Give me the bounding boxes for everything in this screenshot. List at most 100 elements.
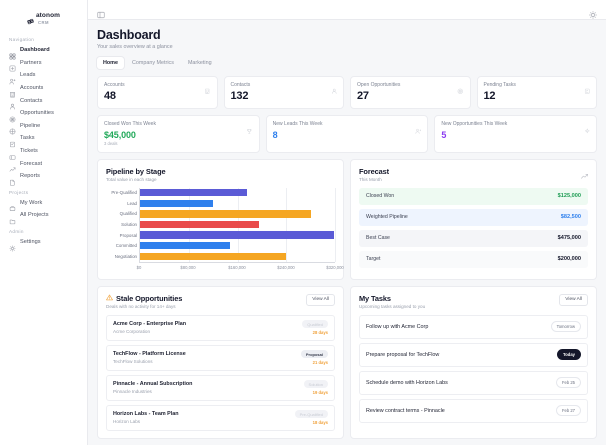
page-subtitle: Your sales overview at a glance xyxy=(97,43,173,50)
kpi-card-open-opportunities[interactable]: Open Opportunities 27 xyxy=(350,75,471,109)
page-content: Dashboard Your sales overview at a glanc… xyxy=(88,20,606,445)
sun-icon[interactable] xyxy=(589,6,597,19)
task-item[interactable]: Follow up with Acme Corp Tomorrow xyxy=(359,314,588,339)
forecast-title: Forecast xyxy=(359,166,390,176)
sidebar-item-tasks[interactable]: Tasks xyxy=(0,132,87,148)
forecast-row-closed-won: Closed Won $125,000 xyxy=(359,187,588,205)
kpi-card-accounts[interactable]: Accounts 48 xyxy=(97,75,218,109)
sidebar-item-pipeline[interactable]: Pipeline xyxy=(0,120,87,135)
task-item[interactable]: Prepare proposal for TechFlow Today xyxy=(359,342,588,367)
sidebar-item-leads[interactable]: Leads xyxy=(0,69,87,85)
tab-company-metrics[interactable]: Company Metrics xyxy=(131,59,174,66)
stale-opportunity-item[interactable]: Horizon Labs - Team Plan Horizon Labs Pre-… xyxy=(106,404,335,431)
stale-opportunity-name: Acme Corp - Enterprise Plan xyxy=(113,321,187,328)
kpi-card-contacts[interactable]: Contacts 132 xyxy=(223,75,344,109)
chart-bar[interactable] xyxy=(140,189,247,197)
sidebar-item-accounts[interactable]: Accounts xyxy=(0,82,87,97)
kpi-cards: Accounts 48 Contacts 132 Open Opportunities 2… xyxy=(97,75,597,109)
forecast-row-best-case: Best Case $475,000 xyxy=(359,229,588,247)
sidebar-item-label: Contacts xyxy=(20,97,43,104)
sidebar-item-label: My Work xyxy=(20,199,43,206)
chart-bar[interactable] xyxy=(140,231,334,239)
stat-card-closed-won-this-week[interactable]: Closed Won This Week $45,000 3 deals xyxy=(97,115,260,153)
sidebar-item-tickets[interactable]: Tickets xyxy=(0,145,87,160)
sidebar-item-contacts[interactable]: Contacts xyxy=(0,94,87,110)
trophy-icon xyxy=(246,121,253,134)
chart-bar[interactable] xyxy=(140,242,231,250)
sidebar-item-partners[interactable]: Partners xyxy=(0,57,87,72)
chart-x-tick: $160,000 xyxy=(228,264,246,270)
sparkle-icon xyxy=(584,121,591,133)
sidebar-item-reports[interactable]: Reports xyxy=(0,170,87,186)
chart-bar[interactable] xyxy=(140,199,214,207)
accounts-icon xyxy=(9,85,16,97)
stat-card-new-opportunities-this-week[interactable]: New Opportunities This Week 5 xyxy=(434,115,597,153)
pipeline-icon xyxy=(9,122,16,135)
stale-opportunity-company: Horizon Labs xyxy=(113,418,141,424)
brand-logo[interactable]: atonom CRM xyxy=(0,0,87,30)
tab-marketing[interactable]: Marketing xyxy=(187,59,212,66)
panel-toggle-icon[interactable] xyxy=(97,6,105,18)
stale-opportunity-item[interactable]: Acme Corp - Enterprise Plan Acme Corporat… xyxy=(106,314,335,341)
stale-days: 18 days xyxy=(312,420,328,425)
task-name: Schedule demo with Horizon Labs xyxy=(366,379,448,386)
stale-opportunity-list: Acme Corp - Enterprise Plan Acme Corporat… xyxy=(106,314,335,431)
sidebar-item-forecast[interactable]: Forecast xyxy=(0,157,87,172)
chart-gridline xyxy=(335,187,336,262)
stage-badge: Proposal xyxy=(300,350,328,358)
sidebar-item-label: Settings xyxy=(20,239,41,246)
forecast-row-label: Closed Won xyxy=(366,193,395,199)
sidebar-item-all-projects[interactable]: All Projects xyxy=(0,209,87,225)
stat-value: $45,000 xyxy=(104,129,136,140)
kpi-value: 12 xyxy=(483,90,496,102)
chart-bar-row: Committed xyxy=(116,240,335,251)
stale-days: 19 days xyxy=(312,390,328,395)
task-due-badge: Tomorrow xyxy=(550,321,581,332)
tab-home[interactable]: Home xyxy=(97,56,124,69)
stat-sub: 3 deals xyxy=(104,140,118,146)
stale-opportunity-meta: Proposal 21 days xyxy=(300,350,328,365)
sidebar-item-my-work[interactable]: My Work xyxy=(0,197,87,212)
nav-section-label-projects: Projects xyxy=(9,189,29,195)
kpi-value: 132 xyxy=(230,90,249,102)
folder-icon xyxy=(9,212,16,225)
chart-category-label: Pre-Qualified xyxy=(111,190,137,196)
stale-title: Stale Opportunities xyxy=(116,293,183,303)
forecast-row-label: Target xyxy=(366,256,381,262)
stale-opportunity-item[interactable]: Pinnacle - Annual Subscription Pinnacle I… xyxy=(106,374,335,401)
chart-bar[interactable] xyxy=(140,220,259,229)
stale-opportunity-name: TechFlow - Platform License xyxy=(113,351,186,358)
chart-bar-row: Solution xyxy=(121,219,335,230)
page-title: Dashboard Your sales overview at a glanc… xyxy=(97,28,597,50)
stale-subtitle: Deals with no activity for 14+ days xyxy=(106,303,176,309)
sidebar: atonom CRM Navigation Dashboard Partners Le… xyxy=(0,0,88,445)
stat-card-new-leads-this-week[interactable]: New Leads This Week 8 xyxy=(265,115,429,153)
sidebar-item-label: Partners xyxy=(20,59,42,66)
chart-bar[interactable] xyxy=(140,210,311,218)
stale-opportunity-name: Horizon Labs - Team Plan xyxy=(113,411,179,418)
pipeline-subtitle: Total value in each stage xyxy=(106,176,157,182)
kpi-value: 27 xyxy=(357,90,369,102)
tasks-icon xyxy=(9,135,16,148)
task-item[interactable]: Review contract terms - Pinnacle Feb 27 xyxy=(359,398,588,423)
stage-badge: Qualified xyxy=(302,320,328,328)
chart-category-label: Lead xyxy=(127,200,137,206)
stale-view-all-button[interactable]: View All xyxy=(306,293,335,306)
tasks-view-all-button[interactable]: View All xyxy=(559,293,588,306)
chart-bar[interactable] xyxy=(140,252,287,260)
mid-panels: Pipeline by Stage Total value in each st… xyxy=(97,158,597,280)
sidebar-item-opportunities[interactable]: Opportunities xyxy=(0,107,87,123)
chart-category-label: Negotiation xyxy=(114,253,137,259)
task-item[interactable]: Schedule demo with Horizon Labs Feb 25 xyxy=(359,370,588,395)
forecast-row-value: $125,000 xyxy=(557,193,581,199)
target-icon xyxy=(457,82,464,94)
sidebar-item-label: Reports xyxy=(20,173,40,180)
chart-bar-row: Negotiation xyxy=(115,251,335,262)
sidebar-item-settings[interactable]: Settings xyxy=(0,236,87,252)
stale-title-row: Stale Opportunities xyxy=(106,294,182,303)
kpi-card-pending-tasks[interactable]: Pending Tasks 12 xyxy=(476,75,597,109)
stale-opportunity-item[interactable]: TechFlow - Platform License TechFlow Solu… xyxy=(106,344,335,371)
chart-category-label: Qualified xyxy=(119,211,137,217)
stale-opportunity-meta: Pre-Qualified 18 days xyxy=(294,410,328,425)
sidebar-item-dashboard[interactable]: Dashboard xyxy=(0,44,87,60)
